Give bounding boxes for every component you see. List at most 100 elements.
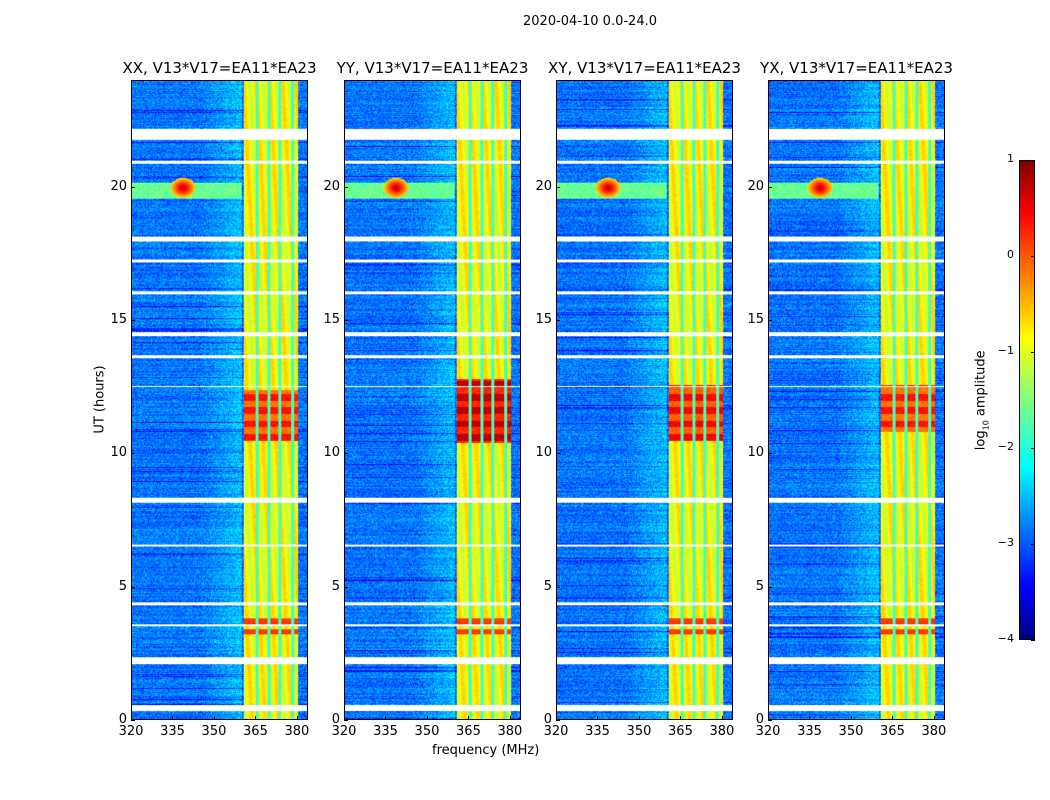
y-tick-label: 5 bbox=[118, 578, 127, 594]
x-tick-mark bbox=[556, 716, 557, 720]
y-tick-mark bbox=[556, 453, 560, 455]
y-tick-label: 15 bbox=[323, 312, 340, 327]
y-tick-label: 20 bbox=[323, 178, 340, 194]
y-tick-mark bbox=[556, 320, 560, 321]
x-tick-label: 380 bbox=[497, 724, 523, 739]
x-tick-mark bbox=[255, 716, 257, 720]
x-tick-mark bbox=[344, 716, 345, 720]
y-tick-mark bbox=[131, 186, 135, 188]
x-tick-mark bbox=[385, 716, 387, 720]
x-tick-mark bbox=[721, 716, 723, 720]
heatmap-canvas bbox=[132, 81, 307, 719]
colorbar-tick-label: −4 bbox=[997, 632, 1014, 645]
x-tick-mark bbox=[213, 716, 215, 720]
y-tick-label: 15 bbox=[747, 312, 764, 327]
colorbar-tick-label: −1 bbox=[997, 344, 1014, 357]
x-tick-mark bbox=[509, 716, 511, 720]
heatmap-canvas bbox=[345, 81, 520, 719]
x-tick-label: 335 bbox=[585, 724, 610, 739]
x-tick-label: 365 bbox=[880, 724, 905, 739]
y-axis-label: UT (hours) bbox=[92, 365, 108, 434]
x-tick-mark bbox=[172, 716, 174, 720]
y-tick-mark bbox=[131, 453, 135, 455]
y-tick-mark bbox=[768, 586, 772, 588]
panel-title: XX, V13*V17=EA11*EA23 bbox=[122, 59, 317, 77]
x-tick-label: 320 bbox=[118, 724, 144, 739]
x-tick-label: 320 bbox=[543, 724, 569, 739]
y-tick-label: 0 bbox=[543, 712, 552, 727]
y-tick-label: 0 bbox=[331, 712, 340, 727]
x-tick-label: 365 bbox=[668, 724, 693, 739]
x-tick-label: 365 bbox=[456, 724, 481, 739]
spectrogram-panel bbox=[131, 80, 308, 720]
x-tick-mark bbox=[426, 716, 428, 720]
colorbar-tick-mark bbox=[1031, 448, 1035, 449]
y-tick-mark bbox=[131, 320, 135, 321]
x-tick-label: 335 bbox=[373, 724, 398, 739]
y-tick-mark bbox=[768, 186, 772, 188]
x-tick-label: 350 bbox=[201, 724, 227, 739]
colorbar-tick-label: −2 bbox=[997, 440, 1014, 453]
x-tick-label: 380 bbox=[709, 724, 735, 739]
colorbar-tick-mark bbox=[1031, 544, 1035, 545]
x-tick-mark bbox=[809, 716, 811, 720]
x-tick-mark bbox=[680, 716, 682, 720]
y-tick-mark bbox=[344, 453, 348, 455]
x-tick-label: 350 bbox=[838, 724, 864, 739]
y-tick-label: 5 bbox=[755, 578, 764, 594]
y-tick-mark bbox=[768, 320, 772, 321]
colorbar-tick-mark bbox=[1031, 352, 1035, 353]
x-tick-mark bbox=[131, 716, 132, 720]
figure-title: 2020-04-10 0.0-24.0 bbox=[523, 14, 657, 29]
panel-title: XY, V13*V17=EA11*EA23 bbox=[548, 59, 741, 77]
y-tick-label: 10 bbox=[110, 445, 127, 461]
x-tick-label: 320 bbox=[331, 724, 357, 739]
y-tick-mark bbox=[344, 186, 348, 188]
panel-title: YY, V13*V17=EA11*EA23 bbox=[336, 59, 529, 77]
y-tick-mark bbox=[556, 586, 560, 588]
x-tick-mark bbox=[850, 716, 852, 720]
y-tick-label: 5 bbox=[543, 578, 552, 594]
heatmap-canvas bbox=[769, 81, 944, 719]
y-tick-label: 20 bbox=[747, 178, 764, 194]
y-tick-label: 20 bbox=[110, 178, 127, 194]
y-tick-label: 5 bbox=[331, 578, 340, 594]
x-axis-label: frequency (MHz) bbox=[432, 743, 540, 758]
y-tick-label: 0 bbox=[118, 712, 127, 727]
y-tick-mark bbox=[768, 720, 772, 721]
y-tick-label: 10 bbox=[747, 445, 764, 461]
y-tick-mark bbox=[131, 586, 135, 588]
y-tick-mark bbox=[131, 720, 135, 721]
y-tick-label: 20 bbox=[535, 178, 552, 194]
colorbar-tick-mark bbox=[1031, 256, 1035, 257]
y-tick-label: 0 bbox=[755, 712, 764, 727]
spectrogram-panel bbox=[344, 80, 521, 720]
y-tick-mark bbox=[556, 186, 560, 188]
y-tick-label: 10 bbox=[535, 445, 552, 461]
y-tick-mark bbox=[344, 320, 348, 321]
y-tick-label: 10 bbox=[323, 445, 340, 461]
colorbar-tick-label: 0 bbox=[1007, 248, 1014, 261]
x-tick-mark bbox=[768, 716, 769, 720]
x-tick-mark bbox=[296, 716, 298, 720]
x-tick-label: 320 bbox=[755, 724, 781, 739]
x-tick-label: 380 bbox=[284, 724, 310, 739]
x-tick-label: 335 bbox=[160, 724, 185, 739]
y-tick-label: 15 bbox=[110, 312, 127, 327]
x-tick-mark bbox=[933, 716, 935, 720]
x-tick-label: 335 bbox=[797, 724, 822, 739]
y-tick-mark bbox=[344, 586, 348, 588]
spectrogram-panel bbox=[768, 80, 945, 720]
heatmap-canvas bbox=[557, 81, 732, 719]
colorbar-tick-label: 1 bbox=[1007, 152, 1014, 165]
colorbar-tick-mark bbox=[1031, 640, 1035, 641]
x-tick-mark bbox=[468, 716, 470, 720]
x-tick-label: 350 bbox=[626, 724, 652, 739]
y-tick-mark bbox=[344, 720, 348, 721]
y-tick-mark bbox=[768, 453, 772, 455]
spectrogram-panel bbox=[556, 80, 733, 720]
x-tick-mark bbox=[597, 716, 599, 720]
x-tick-label: 380 bbox=[921, 724, 947, 739]
colorbar-tick-label: −3 bbox=[997, 536, 1014, 549]
